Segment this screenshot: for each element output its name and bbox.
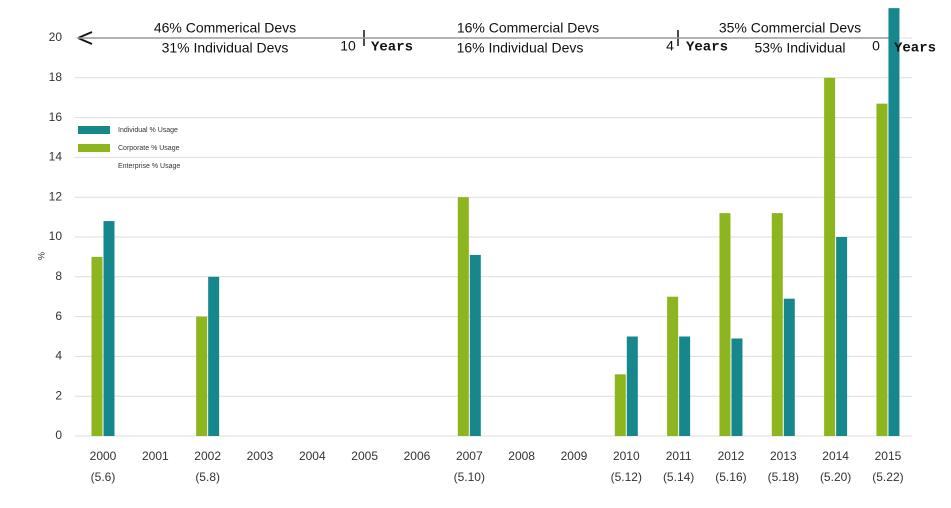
bar [731,338,743,436]
bar [469,254,481,436]
x-tick-label: 2013 [770,449,797,463]
x-tick-label: 2007 [456,449,483,463]
bar [103,221,115,436]
legend-swatch [78,126,110,134]
y-tick-label: 4 [55,349,62,363]
x-tick-sublabel: (5.8) [195,470,220,484]
x-tick-label: 2004 [299,449,326,463]
arrow-head [77,31,93,45]
x-tick-label: 2015 [875,449,902,463]
legend-label: Corporate % Usage [118,145,180,152]
x-tick-label: 2005 [351,449,378,463]
legend-label: Enterprise % Usage [118,163,180,170]
y-tick-label: 18 [49,70,63,84]
legend-swatch [78,144,110,152]
x-tick-sublabel: (5.18) [768,470,799,484]
x-tick-sublabel: (5.6) [91,470,116,484]
x-tick-label: 2001 [142,449,169,463]
y-tick-label: 12 [49,189,63,203]
legend-label: Individual % Usage [118,127,178,134]
y-tick-label: 8 [55,269,62,283]
annotation: 46% Commerical Devs [154,20,296,36]
annotation: 31% Individual Devs [162,40,289,56]
x-tick-label: 2012 [718,449,745,463]
bar [888,8,900,437]
y-tick-label: 0 [55,428,62,442]
bar [457,197,469,436]
x-tick-label: 2000 [90,449,117,463]
bar [771,213,783,436]
annotation: Years [371,40,413,56]
x-tick-sublabel: (5.20) [820,470,851,484]
annotation: 10 [340,38,356,54]
bar [679,336,691,436]
y-tick-label: 20 [49,30,63,44]
x-tick-sublabel: (5.16) [715,470,746,484]
y-axis-label: % [36,252,46,260]
bar [719,213,731,436]
y-tick-label: 2 [55,388,62,402]
x-tick-label: 2003 [247,449,274,463]
annotation: 4 [666,38,674,54]
y-tick-label: 16 [49,110,63,124]
bar [824,77,836,437]
x-tick-label: 2002 [194,449,221,463]
x-tick-label: 2010 [613,449,640,463]
bar [626,336,638,436]
bar [614,374,626,436]
x-tick-label: 2008 [508,449,535,463]
x-tick-sublabel: (5.14) [663,470,694,484]
bar [667,296,679,436]
y-tick-label: 10 [49,229,63,243]
annotation: 16% Individual Devs [457,40,584,56]
bar [876,103,888,437]
bar [196,316,208,436]
legend-swatch [78,162,110,170]
x-tick-sublabel: (5.10) [454,470,485,484]
annotation: 16% Commercial Devs [457,20,599,36]
bar [91,256,103,436]
annotation: 35% Commercial Devs [719,20,861,36]
y-tick-label: 6 [55,309,62,323]
annotation: 0 [872,38,880,54]
bar [783,298,795,436]
annotation: Years [686,40,728,56]
x-tick-label: 2011 [666,449,692,463]
annotation: Years [894,41,936,57]
x-tick-label: 2014 [822,449,849,463]
x-tick-sublabel: (5.22) [872,470,903,484]
y-tick-label: 14 [49,150,63,164]
bar [208,276,220,436]
x-tick-sublabel: (5.12) [611,470,642,484]
annotation: 53% Individual [754,40,845,56]
bar [836,237,848,436]
x-tick-label: 2006 [404,449,431,463]
x-tick-label: 2009 [561,449,588,463]
